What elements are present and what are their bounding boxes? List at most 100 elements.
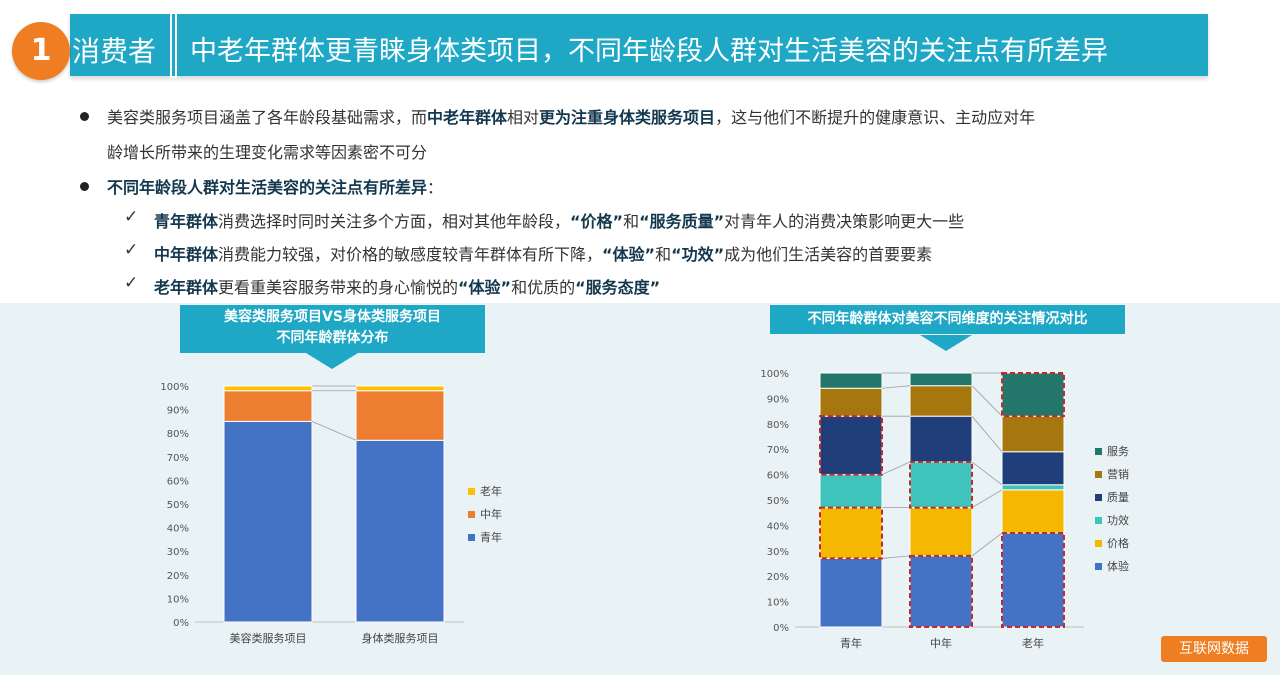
series-connector-line — [881, 385, 911, 389]
chart1-stacked-bar: 0% 10% 20% 30% 40% 50% 60% 70% 80% 90% 100% 美容类服务项目… — [160, 382, 502, 645]
legend-swatch-老年 — [468, 488, 475, 495]
bullet-text-line: 龄增长所带来的生理变化需求等因素密不可分 — [107, 143, 428, 162]
header-bar — [70, 14, 1208, 76]
legend-label: 功效 — [1107, 513, 1129, 527]
legend-swatch-服务 — [1095, 448, 1102, 455]
checkmark-icon: ✓ — [124, 207, 139, 227]
highlight-box — [909, 554, 973, 629]
x-tick-label: 老年 — [1022, 636, 1044, 650]
x-tick-label: 中年 — [930, 636, 952, 650]
y-tick-label: 10% — [767, 598, 789, 609]
legend-swatch-价格 — [1095, 540, 1102, 547]
legend-swatch-营销 — [1095, 471, 1102, 478]
legend-swatch-体验 — [1095, 563, 1102, 570]
y-tick-label: 80% — [167, 429, 189, 440]
data-source-button[interactable]: 互联网数据 — [1161, 636, 1267, 662]
bar-segment-功效 — [819, 474, 883, 509]
legend-label: 青年 — [480, 530, 502, 544]
chart1-title-arrow — [306, 353, 358, 369]
bullet-dot — [80, 182, 89, 191]
bar-segment-价格 — [909, 507, 973, 557]
bar-segment-服务 — [819, 372, 883, 389]
series-connector-line — [881, 461, 911, 475]
series-connector-line — [971, 415, 1003, 452]
checkmark-icon: ✓ — [124, 240, 139, 260]
bar-segment-营销 — [819, 387, 883, 417]
legend-label: 服务 — [1107, 445, 1129, 458]
bar-segment-中年 — [355, 390, 445, 441]
bar-segment-服务 — [1001, 372, 1065, 417]
bar-segment-老年 — [223, 385, 313, 392]
y-tick-label: 50% — [167, 500, 189, 511]
bar-segment-营销 — [1001, 415, 1065, 453]
bar-segment-中年 — [223, 390, 313, 422]
y-tick-label: 20% — [767, 572, 789, 583]
y-tick-label: 70% — [767, 445, 789, 456]
y-tick-label: 40% — [167, 524, 189, 535]
bar-segment-价格 — [819, 507, 883, 559]
series-connector-line — [311, 421, 357, 441]
bar-segment-青年 — [355, 439, 445, 623]
header-divider — [170, 12, 177, 78]
y-tick-label: 90% — [167, 406, 189, 417]
x-tick-label: 青年 — [840, 636, 862, 650]
y-tick-label: 0% — [773, 623, 789, 634]
series-connector-line — [971, 532, 1003, 557]
bar-segment-老年 — [355, 385, 445, 392]
x-tick-label: 美容类服务项目 — [230, 631, 307, 645]
chart1-title-line: 美容类服务项目VS身体类服务项目 — [224, 309, 441, 325]
legend-label: 质量 — [1107, 491, 1129, 504]
legend-swatch-中年 — [468, 511, 475, 518]
y-tick-label: 20% — [167, 571, 189, 582]
y-tick-label: 0% — [173, 618, 189, 629]
legend-label: 价格 — [1107, 536, 1129, 550]
legend-swatch-质量 — [1095, 494, 1102, 501]
bullet-dot — [80, 112, 89, 121]
series-connector-line — [971, 489, 1003, 508]
highlight-box — [819, 415, 883, 476]
legend-label: 中年 — [480, 507, 502, 521]
x-tick-label: 身体类服务项目 — [362, 631, 439, 645]
chart1-title-line: 不同年龄群体分布 — [276, 330, 389, 346]
bar-segment-体验 — [1001, 532, 1065, 628]
y-tick-label: 100% — [760, 369, 789, 380]
y-tick-label: 100% — [160, 382, 189, 393]
checkmark-icon: ✓ — [124, 273, 139, 293]
chart2-title-arrow — [920, 335, 972, 351]
bar-segment-质量 — [1001, 451, 1065, 486]
highlight-box — [1001, 372, 1065, 418]
y-tick-label: 30% — [167, 547, 189, 558]
y-tick-label: 30% — [767, 547, 789, 558]
bar-segment-价格 — [1001, 489, 1065, 534]
section-name: 消费者 — [72, 35, 157, 68]
bar-segment-功效 — [909, 461, 973, 509]
legend-label: 老年 — [480, 484, 502, 498]
y-tick-label: 10% — [167, 594, 189, 605]
legend-swatch-功效 — [1095, 517, 1102, 524]
bullet-text-line: 美容类服务项目涵盖了各年龄段基础需求，而中老年群体相对更为注重身体类服务项目，这… — [107, 108, 1036, 127]
bar-segment-青年 — [223, 420, 313, 623]
chart1-title: 美容类服务项目VS身体类服务项目 不同年龄群体分布 — [180, 305, 485, 353]
section-number-badge: 1 — [12, 22, 70, 80]
bar-segment-质量 — [819, 415, 883, 476]
legend-label: 体验 — [1107, 559, 1129, 573]
y-tick-label: 60% — [167, 476, 189, 487]
bar-segment-体验 — [909, 555, 973, 628]
legend-swatch-青年 — [468, 534, 475, 541]
series-connector-line — [971, 461, 1003, 486]
y-tick-label: 70% — [167, 453, 189, 464]
subpoint-senior: 老年群体更看重美容服务带来的身心愉悦的“体验”和优质的“服务态度” — [154, 278, 661, 297]
subpoint-youth: 青年群体消费选择时同时关注多个方面，相对其他年龄段，“价格”和“服务质量”对青年… — [154, 212, 965, 231]
bar-segment-功效 — [1001, 484, 1065, 491]
y-tick-label: 90% — [767, 394, 789, 405]
highlight-box — [819, 506, 883, 560]
subpoint-middle: 中年群体消费能力较强，对价格的敏感度较青年群体有所下降，“体验”和“功效”成为他… — [154, 245, 933, 264]
legend-label: 营销 — [1107, 467, 1129, 481]
y-tick-label: 80% — [767, 420, 789, 431]
bar-segment-体验 — [819, 557, 883, 628]
y-tick-label: 50% — [767, 496, 789, 507]
chart2-title: 不同年龄群体对美容不同维度的关注情况对比 — [770, 305, 1125, 334]
chart2-stacked-bar: 0% 10% 20% 30% 40% 50% 60% 70% 80% 90% 100% 青年 中年 老年 服… — [760, 369, 1129, 650]
chart-panel — [0, 303, 1280, 675]
highlight-box — [1001, 532, 1065, 629]
